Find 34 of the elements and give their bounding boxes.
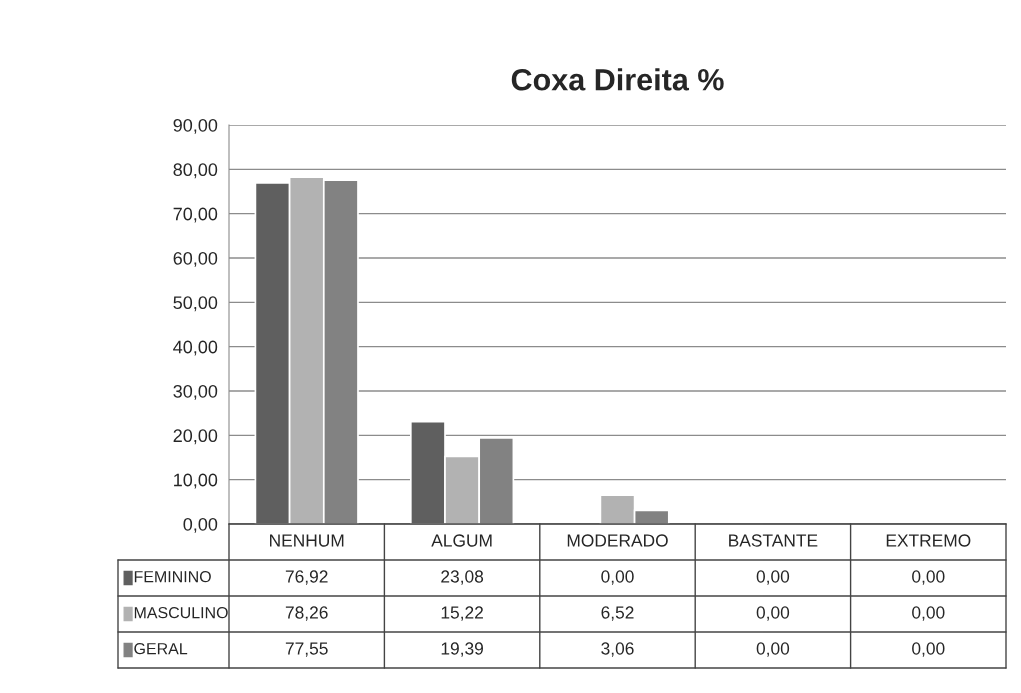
data-label: 0,00 <box>756 606 790 621</box>
data-label: 0,00 <box>756 570 790 585</box>
data-label: 23,08 <box>441 570 484 585</box>
y-tick-label: 20,00 <box>173 429 218 445</box>
y-tick-label: 80,00 <box>173 163 218 179</box>
x-tick-label: MODERADO <box>567 534 668 547</box>
x-tick-label: NENHUM <box>270 534 344 547</box>
data-label: 0,00 <box>912 606 945 621</box>
y-tick-label: 90,00 <box>173 118 218 134</box>
x-tick-label: EXTREMO <box>886 534 971 547</box>
data-label: 78,26 <box>285 606 328 621</box>
data-label: 0,00 <box>912 570 945 585</box>
data-label: 3,06 <box>601 642 634 657</box>
legend-label: MASCULINO <box>134 606 228 619</box>
y-tick-label: 10,00 <box>174 473 218 489</box>
x-tick-label: ALGUM <box>431 534 492 547</box>
chart-title: Coxa Direita % <box>511 68 724 91</box>
data-label: 77,55 <box>285 642 328 657</box>
data-label: 76,92 <box>285 570 328 585</box>
x-tick-label: BASTANTE <box>729 534 818 547</box>
y-tick-label: 50,00 <box>173 296 218 312</box>
data-label: 6,52 <box>601 606 634 621</box>
data-label: 0,00 <box>601 570 634 585</box>
data-label: 0,00 <box>912 642 945 657</box>
legend-label: FEMININO <box>134 570 211 583</box>
y-tick-label: 30,00 <box>173 384 218 400</box>
y-tick-label: 60,00 <box>173 251 218 267</box>
y-tick-label: 70,00 <box>173 207 218 223</box>
y-tick-label: 40,00 <box>173 340 218 356</box>
data-label: 0,00 <box>756 642 790 657</box>
data-label: 15,22 <box>441 606 483 621</box>
y-tick-label: 0,00 <box>183 517 218 533</box>
data-label: 19,39 <box>441 642 483 657</box>
legend-label: GERAL <box>134 642 188 655</box>
